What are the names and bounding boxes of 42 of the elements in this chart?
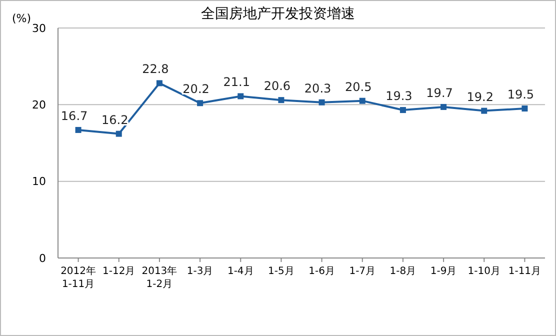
data-label: 21.1 [223, 75, 250, 90]
x-tick-label: 1-10月 [468, 266, 500, 277]
point [116, 130, 122, 137]
point [522, 106, 528, 112]
data-label: 20.2 [182, 82, 210, 96]
data-label: 19.3 [386, 89, 412, 104]
data-label: 20.3 [304, 81, 332, 96]
point [238, 93, 244, 100]
point [318, 99, 325, 106]
x-tick-label: 1-12月 [102, 266, 136, 277]
x-tick-label: 2012年 1-11月 [60, 265, 96, 290]
x-tick-label: 1-5月 [268, 266, 294, 277]
x-tick-label: 1-3月 [186, 266, 214, 277]
x-tick-label: 1-4月 [227, 266, 254, 277]
point [359, 98, 366, 104]
point [156, 80, 162, 86]
point [440, 104, 447, 110]
point [400, 107, 406, 114]
data-label: 16.7 [60, 108, 88, 123]
y-tick-label: 30 [32, 22, 46, 35]
y-tick-label: 20 [32, 98, 46, 112]
data-label: 20.6 [264, 79, 291, 94]
data-label: 19.7 [426, 86, 453, 100]
point [278, 97, 284, 104]
data-label: 20.5 [345, 80, 372, 94]
y-axis-title: (%) [12, 12, 32, 25]
x-tick-label: 1-11月 [508, 266, 542, 277]
x-tick-label: 1-6月 [308, 266, 335, 277]
point [75, 126, 82, 133]
x-tick-label: 1-7月 [349, 266, 376, 277]
point [197, 100, 204, 106]
data-label: 19.2 [466, 90, 494, 104]
data-label: 19.5 [507, 88, 534, 102]
x-tick-label: 1-8月 [390, 266, 416, 277]
data-label: 22.8 [142, 62, 169, 76]
x-tick-label: 1-9月 [430, 266, 457, 277]
chart-title: 全国房地产开发投资增速 [201, 6, 355, 22]
y-tick-label: 0 [39, 252, 46, 265]
data-label: 16.2 [102, 112, 128, 127]
point [481, 108, 488, 114]
x-tick-label: 2013年 1-2月 [142, 265, 178, 290]
y-tick-label: 10 [32, 175, 46, 188]
